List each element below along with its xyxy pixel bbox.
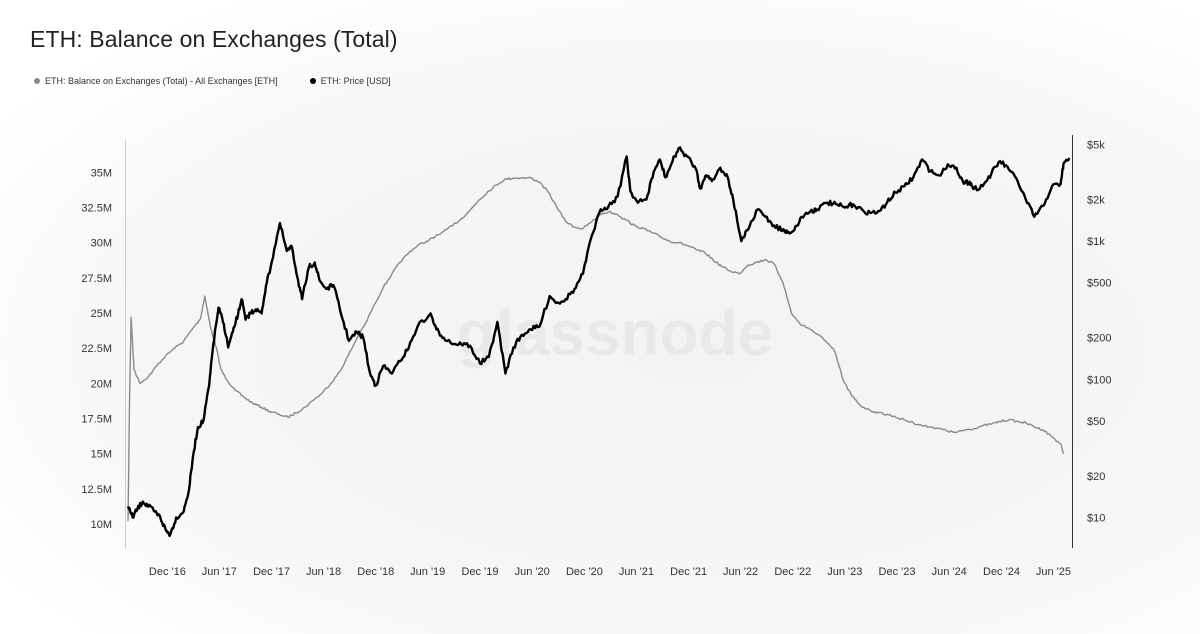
x-tick-label: Dec '23 (879, 566, 916, 578)
legend-swatch-balance (34, 78, 40, 84)
x-tick-label: Jun '20 (515, 566, 550, 578)
left-tick-label: 27.5M (81, 273, 112, 285)
legend-label-balance: ETH: Balance on Exchanges (Total) - All … (45, 76, 278, 86)
x-tick-label: Dec '24 (983, 566, 1020, 578)
x-tick-label: Jun '18 (306, 566, 341, 578)
x-tick-label: Dec '18 (357, 566, 394, 578)
x-tick-label: Dec '21 (670, 566, 707, 578)
x-tick-label: Jun '17 (202, 566, 237, 578)
x-axis-ticks: Dec '16 Jun '17 Dec '17 Jun '18 Dec '18 Jun '… (149, 566, 1071, 578)
legend-item-price[interactable]: ETH: Price [USD] (309, 76, 391, 86)
left-tick-label: 12.5M (81, 484, 112, 496)
right-tick-label: $10 (1087, 512, 1105, 524)
series-line-price (126, 146, 1071, 538)
x-tick-label: Jun '19 (410, 566, 445, 578)
x-tick-label: Jun '25 (1036, 566, 1071, 578)
left-axis-ticks: 10M 12.5M 15M 17.5M 20M 22.5M 25M 27.5M 30M 32.5M… (81, 167, 112, 531)
chart-title: ETH: Balance on Exchanges (Total) (30, 26, 398, 52)
legend-swatch-price (309, 78, 316, 84)
left-tick-label: 20M (91, 378, 112, 390)
x-tick-label: Jun '23 (827, 566, 862, 578)
right-tick-label: $2k (1087, 195, 1105, 207)
x-tick-label: Jun '24 (932, 566, 967, 578)
right-tick-label: $500 (1087, 278, 1111, 290)
right-tick-label: $1k (1087, 236, 1105, 248)
right-tick-label: $20 (1087, 471, 1105, 483)
legend-label-price: ETH: Price [USD] (320, 76, 391, 86)
x-tick-label: Jun '21 (619, 566, 654, 578)
x-tick-label: Dec '17 (253, 566, 290, 578)
right-tick-label: $200 (1087, 333, 1111, 345)
left-tick-label: 17.5M (81, 414, 112, 426)
legend: ETH: Balance on Exchanges (Total) - All … (34, 76, 391, 86)
left-tick-label: 35M (91, 167, 112, 179)
x-tick-label: Dec '20 (566, 566, 603, 578)
left-tick-label: 25M (91, 308, 112, 320)
left-tick-label: 30M (91, 238, 112, 250)
left-tick-label: 15M (91, 449, 112, 461)
right-tick-label: $5k (1087, 140, 1105, 152)
left-tick-label: 10M (91, 519, 112, 531)
left-tick-label: 32.5M (81, 203, 112, 215)
series-line-balance (127, 176, 1065, 522)
left-tick-label: 22.5M (81, 343, 112, 355)
right-axis-ticks: $10 $20 $50 $100 $200 $500 $1k $2k $5k (1087, 140, 1111, 525)
right-tick-label: $100 (1087, 374, 1111, 386)
x-tick-label: Dec '22 (774, 566, 811, 578)
right-tick-label: $50 (1087, 416, 1105, 428)
legend-item-balance[interactable]: ETH: Balance on Exchanges (Total) - All … (34, 76, 278, 86)
x-tick-label: Dec '19 (461, 566, 498, 578)
x-tick-label: Jun '22 (723, 566, 758, 578)
x-tick-label: Dec '16 (149, 566, 186, 578)
